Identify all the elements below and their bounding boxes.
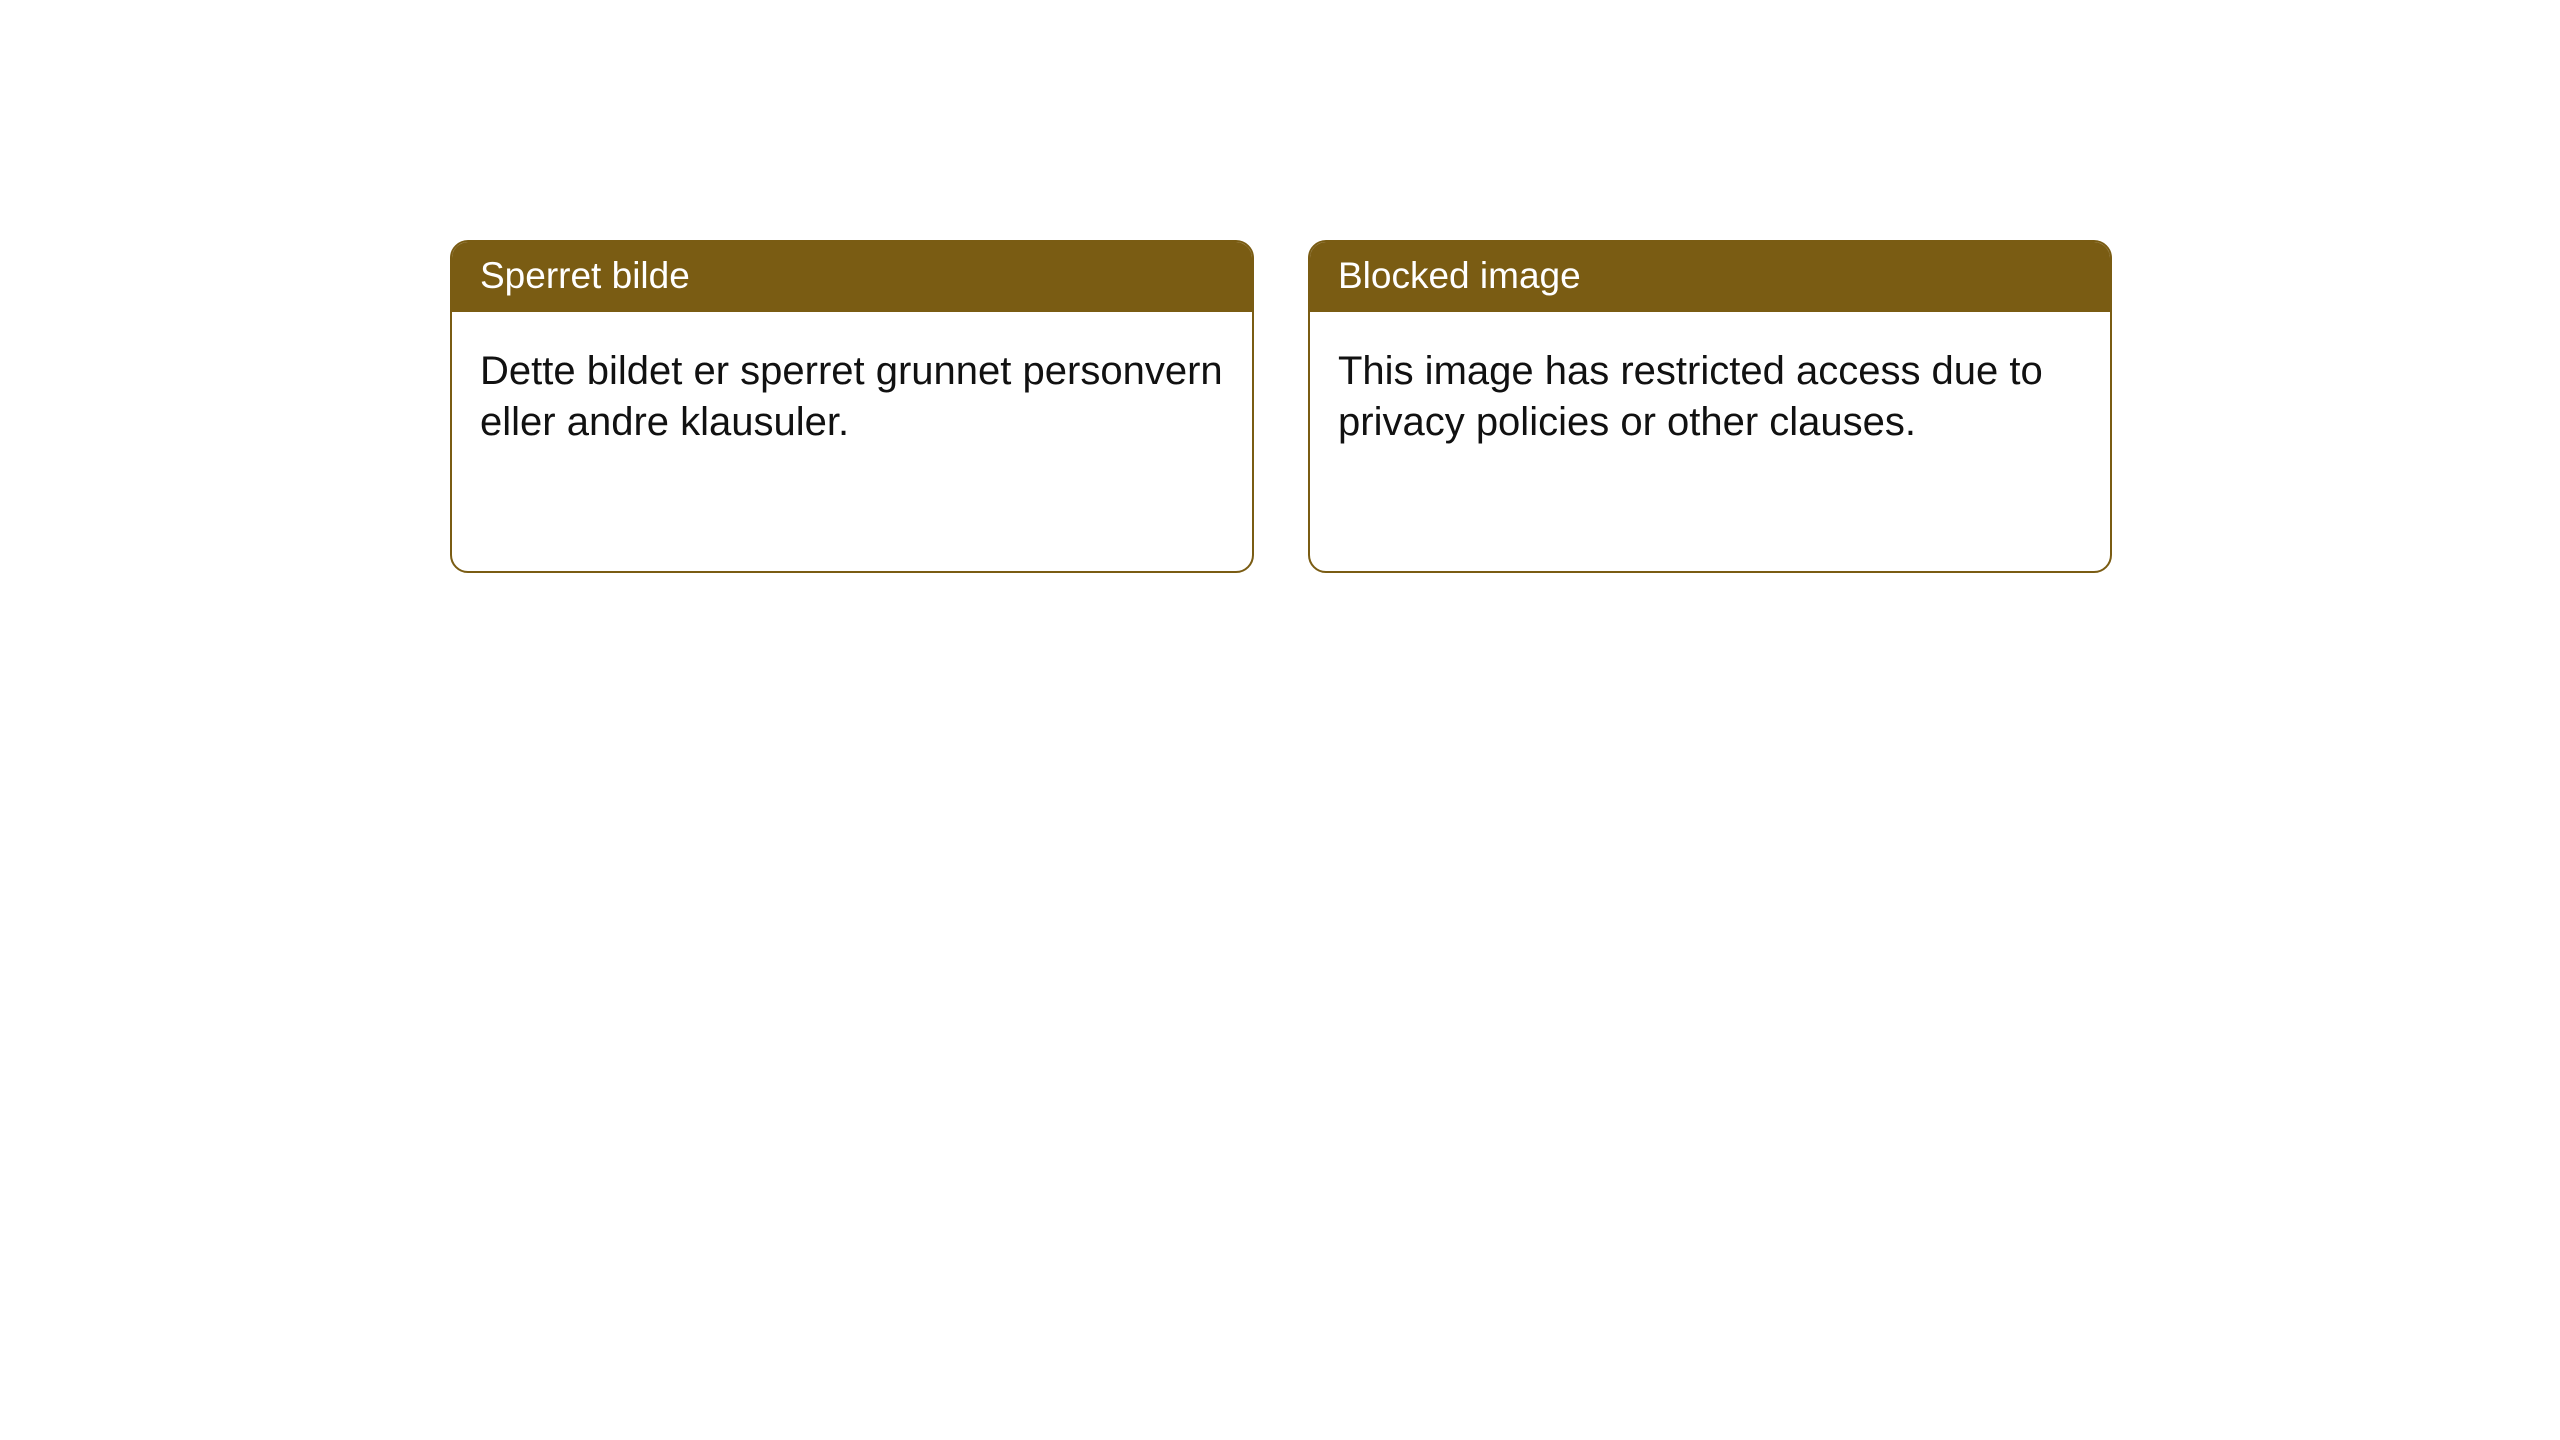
notice-title-english: Blocked image: [1310, 242, 2110, 312]
notice-title-norwegian: Sperret bilde: [452, 242, 1252, 312]
notice-body-english: This image has restricted access due to …: [1310, 312, 2110, 482]
notice-box-english: Blocked image This image has restricted …: [1308, 240, 2112, 573]
notice-body-norwegian: Dette bildet er sperret grunnet personve…: [452, 312, 1252, 482]
notice-container: Sperret bilde Dette bildet er sperret gr…: [0, 0, 2560, 573]
notice-box-norwegian: Sperret bilde Dette bildet er sperret gr…: [450, 240, 1254, 573]
